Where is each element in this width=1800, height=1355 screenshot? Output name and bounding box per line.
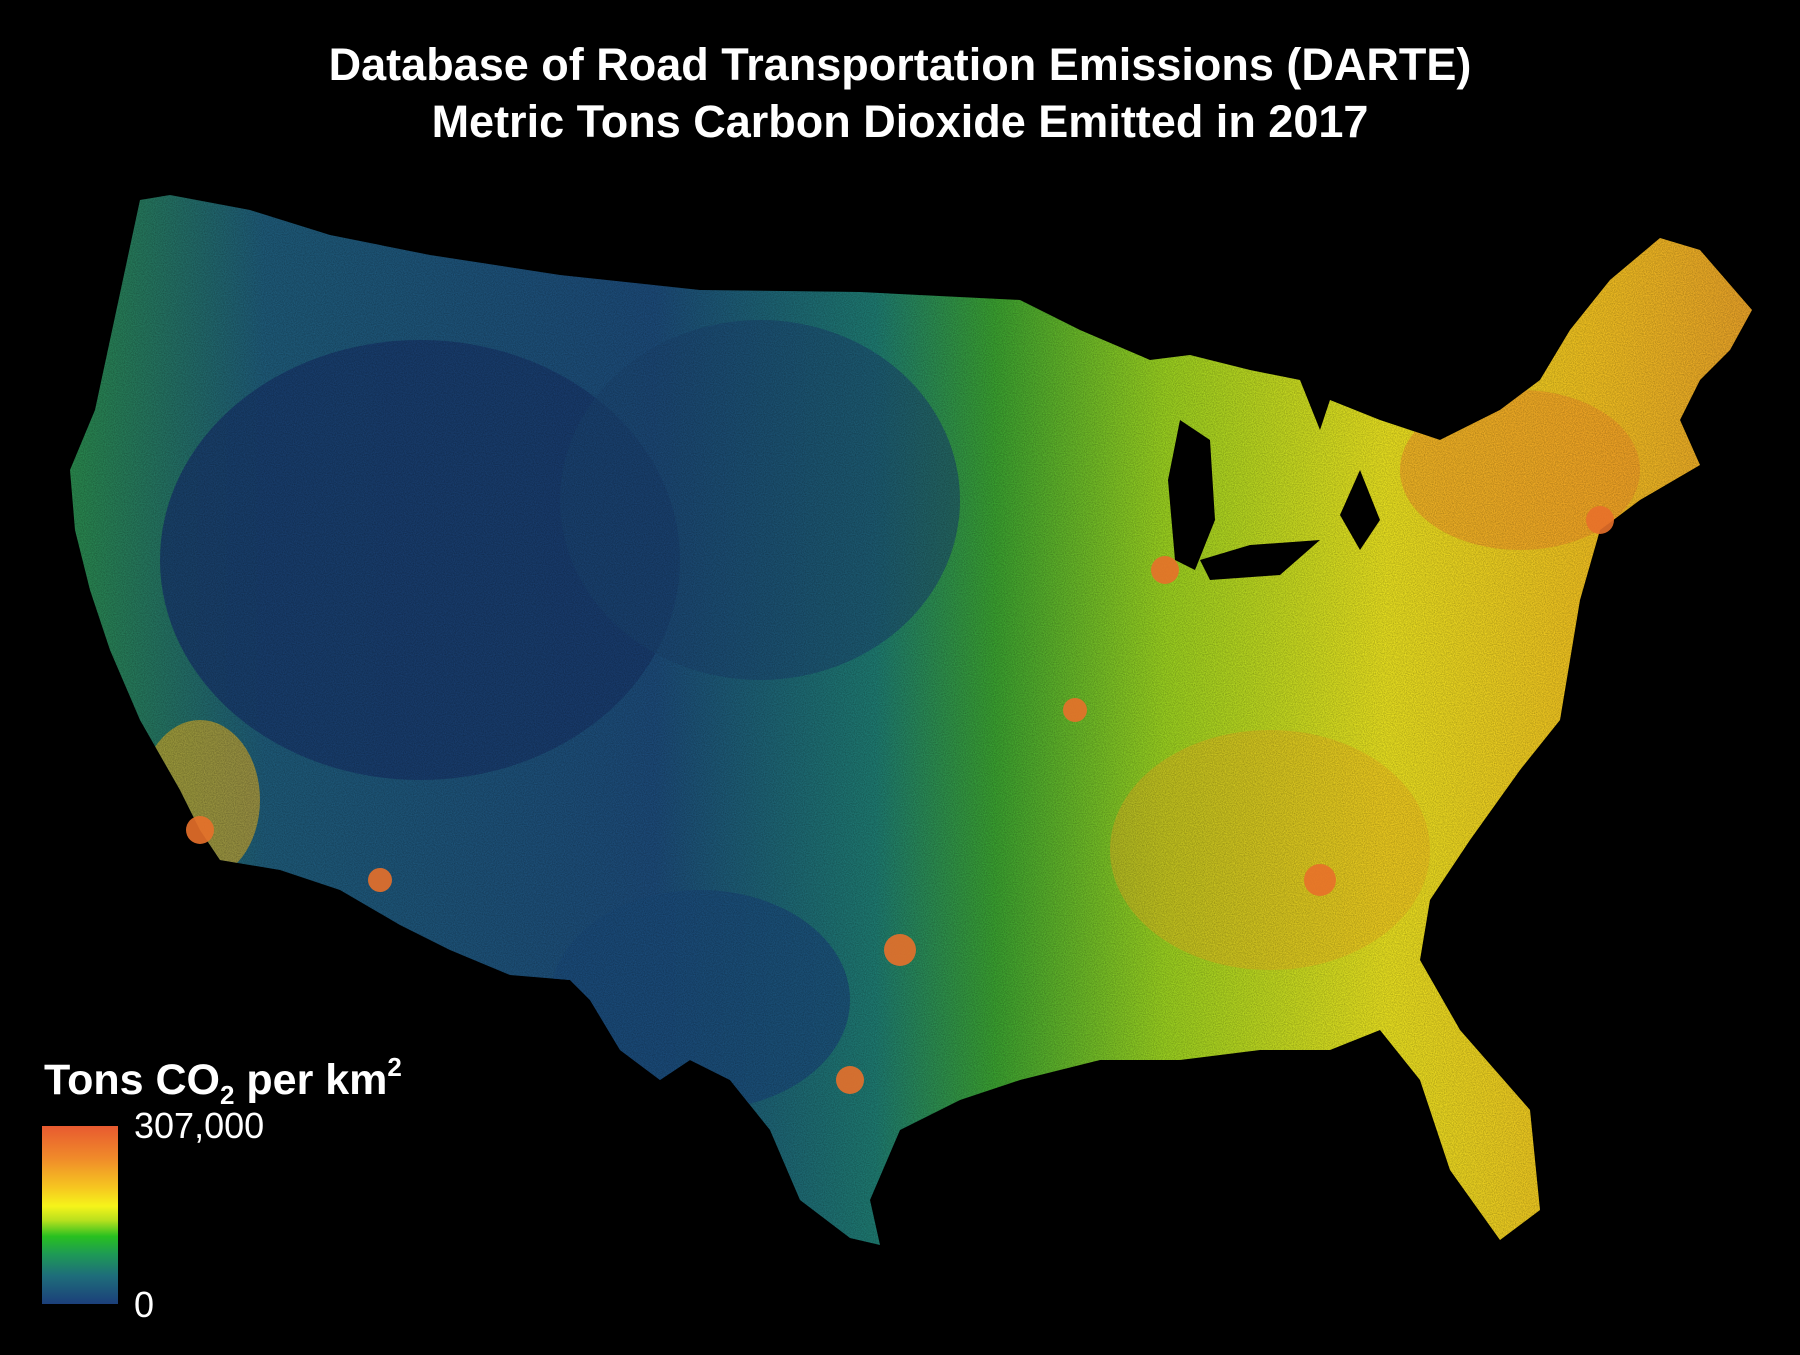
- lake-huron-bay: [1340, 470, 1380, 550]
- legend-title-superscript: 2: [387, 1052, 402, 1082]
- legend-title: Tons CO2 per km2: [44, 1042, 402, 1120]
- metro-hotspots: [186, 506, 1614, 1094]
- legend-title-mid: per km: [234, 1056, 388, 1104]
- map-title-line-1: Database of Road Transportation Emission…: [328, 39, 1472, 90]
- lake-michigan: [1168, 420, 1215, 570]
- legend-max-label: 307,000: [134, 1105, 265, 1146]
- map-title: Database of Road Transportation Emission…: [0, 36, 1800, 150]
- legend-color-bar: [42, 1126, 118, 1304]
- lake-erie: [1200, 540, 1320, 580]
- legend-title-subscript: 2: [219, 1080, 235, 1110]
- legend-min-label: 0: [134, 1284, 155, 1325]
- legend-title-prefix: Tons CO: [44, 1056, 220, 1104]
- map-title-line-2: Metric Tons Carbon Dioxide Emitted in 20…: [431, 96, 1369, 147]
